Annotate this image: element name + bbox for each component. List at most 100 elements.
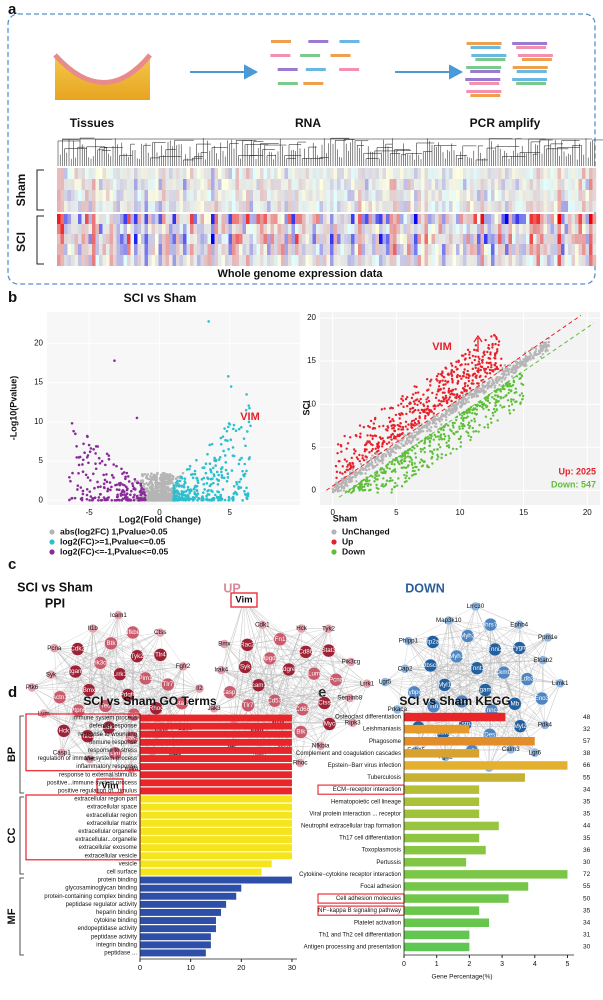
- point: [472, 430, 475, 433]
- point: [486, 365, 490, 369]
- heatmap-cell: [337, 234, 341, 244]
- point: [433, 404, 436, 407]
- heatmap-cell: [400, 244, 404, 255]
- point: [418, 461, 422, 464]
- heatmap-cell: [123, 179, 128, 190]
- heatmap-cell: [155, 201, 159, 212]
- point: [231, 446, 235, 449]
- heatmap-cell: [372, 179, 376, 190]
- heatmap-cell: [571, 201, 576, 212]
- point: [370, 460, 374, 464]
- point: [407, 423, 410, 426]
- heatmap-cell: [414, 179, 418, 190]
- edge: [43, 674, 120, 714]
- heatmap-cell: [480, 201, 485, 212]
- point: [391, 479, 394, 482]
- point: [394, 413, 398, 417]
- point: [392, 426, 395, 430]
- heatmap-cell: [253, 201, 257, 212]
- heatmap-cell: [148, 244, 152, 255]
- point: [361, 466, 365, 470]
- point: [115, 464, 118, 468]
- point: [220, 474, 224, 477]
- heatmap-cell: [386, 214, 390, 224]
- heatmap-cell: [242, 244, 247, 255]
- heatmap-cell: [582, 190, 586, 201]
- point: [486, 381, 489, 385]
- heatmap-cell: [361, 244, 366, 255]
- heatmap-cell: [305, 224, 310, 234]
- heatmap-cell: [102, 201, 107, 212]
- heatmap-cell: [330, 201, 334, 212]
- heatmap-cell: [81, 255, 86, 266]
- heatmap-cell: [347, 190, 352, 201]
- heatmap-cell: [589, 255, 593, 266]
- heatmap-cell: [232, 190, 236, 201]
- point: [455, 447, 458, 451]
- heatmap-cell: [74, 224, 79, 234]
- heatmap-cell: [435, 224, 439, 234]
- heatmap-cell: [263, 214, 268, 224]
- heatmap-cell: [60, 214, 65, 224]
- legend-label: log2(FC)<=-1,Pvalue<=0.05: [60, 546, 168, 556]
- point: [416, 398, 419, 401]
- heatmap-cell: [351, 234, 355, 244]
- heatmap-cell: [127, 168, 131, 179]
- heatmap-cell: [578, 201, 583, 212]
- heatmap-cell: [260, 190, 264, 201]
- heatmap-cell: [263, 244, 268, 255]
- heatmap-cell: [487, 255, 492, 266]
- heatmap-cell: [274, 234, 278, 244]
- point: [214, 464, 217, 467]
- heatmap-cell: [57, 234, 61, 244]
- legend-label: UnChanged: [342, 526, 390, 536]
- heatmap-cell: [57, 214, 61, 224]
- heatmap-cell: [176, 255, 180, 266]
- point: [484, 367, 488, 371]
- point: [448, 410, 452, 413]
- heatmap-cell: [407, 224, 411, 234]
- point: [436, 404, 440, 407]
- point: [177, 485, 181, 488]
- heatmap-cell: [386, 190, 390, 201]
- point: [368, 479, 371, 482]
- heatmap-cell: [85, 190, 89, 201]
- point: [424, 414, 427, 418]
- point: [152, 478, 156, 481]
- point: [118, 498, 121, 502]
- point: [456, 382, 459, 385]
- point: [230, 469, 234, 472]
- point: [436, 414, 439, 418]
- heatmap-cell: [274, 214, 278, 224]
- point: [349, 436, 352, 439]
- point: [476, 363, 480, 366]
- heatmap-cell: [456, 224, 460, 234]
- sequence-icons: [270, 40, 553, 97]
- point: [381, 437, 384, 440]
- heatmap-cell: [480, 190, 485, 201]
- heatmap-cell: [270, 179, 275, 190]
- point: [491, 378, 494, 382]
- heatmap-cell: [536, 234, 541, 244]
- heatmap-cell: [323, 224, 327, 234]
- point: [350, 477, 354, 480]
- heatmap-cell: [414, 214, 418, 224]
- heatmap-cell: [106, 179, 110, 190]
- heatmap-cell: [123, 244, 128, 255]
- heatmap-cell: [78, 190, 82, 201]
- heatmap-cell: [337, 255, 341, 266]
- heatmap-cell: [78, 244, 82, 255]
- heatmap-cell: [228, 255, 233, 266]
- heatmap-cell: [57, 244, 61, 255]
- point: [343, 458, 347, 461]
- heatmap-cell: [277, 214, 282, 224]
- heatmap-cell: [109, 244, 114, 255]
- heatmap-cell: [144, 214, 149, 224]
- heatmap-cell: [214, 214, 219, 224]
- heatmap-cell: [249, 244, 254, 255]
- edge: [109, 643, 112, 787]
- heatmap-cell: [172, 255, 177, 266]
- heatmap-cell: [557, 224, 562, 234]
- point: [425, 378, 429, 381]
- heatmap-cell: [375, 214, 380, 224]
